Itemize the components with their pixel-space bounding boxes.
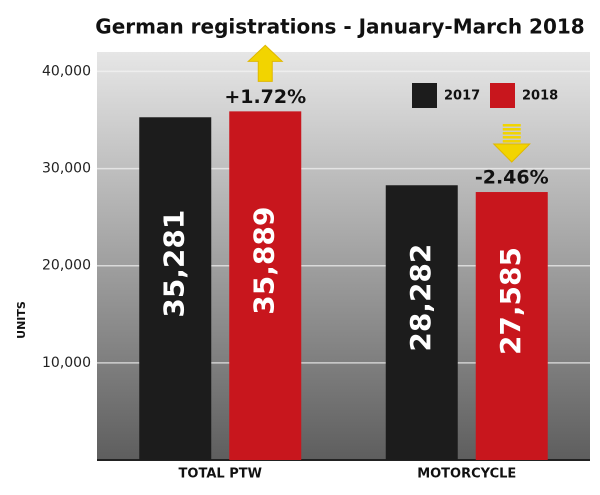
- y-tick-label: 30,000: [42, 161, 91, 177]
- arrow-up: [246, 44, 284, 82]
- arrow-stripe: [502, 128, 521, 131]
- arrow-stripe: [502, 132, 521, 135]
- x-tick-label: MOTORCYCLE: [417, 467, 516, 482]
- x-tick-label: TOTAL PTW: [179, 467, 262, 482]
- legend-swatch: [490, 83, 515, 108]
- value-label: 35,889: [247, 207, 280, 315]
- value-label: 27,585: [494, 247, 527, 355]
- bar: [385, 185, 458, 461]
- y-axis-label: UNITS: [15, 301, 28, 339]
- value-label: 35,281: [157, 210, 190, 318]
- change-annotation: -2.46%: [475, 167, 549, 189]
- change-annotation: +1.72%: [224, 86, 306, 108]
- arrow-stripe: [502, 140, 521, 143]
- legend-swatch: [412, 83, 437, 108]
- arrow-stripe: [502, 136, 521, 139]
- y-tick-label: 20,000: [42, 258, 91, 274]
- bar: [229, 111, 302, 460]
- chart-title: German registrations - January-March 201…: [95, 15, 584, 39]
- value-label: 28,282: [404, 244, 437, 352]
- legend-label: 2017: [444, 89, 480, 104]
- bar: [139, 117, 212, 460]
- arrow-stripe: [502, 124, 521, 127]
- y-tick-label: 10,000: [42, 355, 91, 371]
- legend-label: 2018: [522, 89, 558, 104]
- y-tick-label: 40,000: [42, 63, 91, 79]
- arrow-down: [492, 143, 531, 163]
- bar: [475, 192, 548, 460]
